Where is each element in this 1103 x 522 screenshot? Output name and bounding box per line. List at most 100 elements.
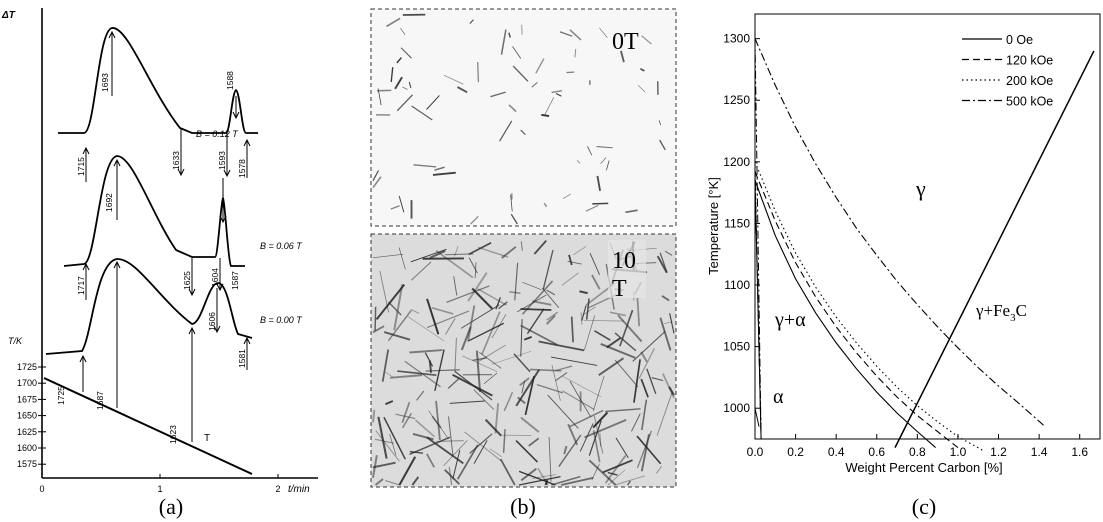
micrograph-needle bbox=[583, 315, 596, 351]
micrograph-needle bbox=[562, 376, 602, 398]
panel-c-y-tick-label: 1100 bbox=[724, 278, 750, 292]
micrograph-needle bbox=[599, 432, 601, 447]
micrograph-needle bbox=[447, 377, 460, 389]
panel-label-c: (c) bbox=[912, 494, 936, 519]
micrograph-0t-label: 0T bbox=[612, 29, 639, 55]
micrograph-needle bbox=[468, 242, 492, 256]
micrograph-needle bbox=[389, 433, 397, 456]
legend-label: 120 kOe bbox=[1006, 54, 1053, 68]
micrograph-needle bbox=[387, 310, 412, 342]
micrograph-needle bbox=[520, 467, 537, 482]
micrograph-needle bbox=[651, 377, 664, 381]
panel-a-marker-label: 1725 bbox=[56, 386, 66, 405]
micrograph-needle bbox=[668, 386, 675, 396]
micrograph-needle bbox=[375, 283, 406, 320]
micrograph-needle bbox=[523, 336, 533, 341]
micrograph-needle bbox=[576, 160, 581, 164]
micrograph-needle bbox=[509, 290, 521, 294]
micrograph-needle bbox=[543, 202, 548, 208]
panel-a-marker-arrow bbox=[79, 354, 87, 363]
micrograph-needle bbox=[489, 448, 502, 458]
micrograph-needle bbox=[579, 290, 588, 295]
micrograph-needle bbox=[561, 476, 594, 486]
panel-c-phase-diagram: Temperature [°K] Weight Percent Carbon [… bbox=[706, 13, 1101, 475]
panel-a-marker-label: 1606 bbox=[207, 312, 217, 331]
micrograph-needle bbox=[400, 27, 406, 35]
micrograph-needle bbox=[581, 305, 587, 321]
micrograph-needle bbox=[409, 436, 451, 456]
micrograph-needle bbox=[389, 374, 423, 379]
micrograph-needle bbox=[377, 416, 388, 459]
panel-c-x-tick-label: 0.4 bbox=[828, 445, 845, 459]
micrograph-needle bbox=[614, 332, 637, 352]
panel-a-marker-label: 1687 bbox=[95, 391, 105, 410]
panel-a-marker-arrow bbox=[113, 260, 121, 269]
micrograph-needle bbox=[596, 175, 601, 191]
alpha-region-pointer bbox=[754, 408, 760, 427]
micrograph-needle bbox=[546, 311, 559, 321]
micrograph-needle bbox=[520, 319, 523, 357]
micrograph-needle bbox=[372, 461, 396, 469]
panel-a-temp-axis-label: T/K bbox=[8, 336, 23, 346]
micrograph-needle bbox=[551, 90, 563, 94]
panel-a-x-ticks: 0 1 2 bbox=[39, 474, 281, 494]
micrograph-needle bbox=[387, 301, 402, 316]
micrograph-needle bbox=[562, 390, 595, 411]
micrograph-needle bbox=[512, 65, 529, 82]
micrograph-needle bbox=[636, 297, 641, 327]
micrograph-needle bbox=[510, 194, 513, 212]
region-label-gamma: γ bbox=[915, 176, 926, 201]
micrograph-needle bbox=[429, 250, 446, 259]
micrograph-needle bbox=[372, 176, 382, 189]
micrograph-needle bbox=[445, 253, 474, 256]
micrograph-needle bbox=[435, 400, 441, 441]
micrograph-needle bbox=[472, 357, 487, 362]
a3-boundary-dotted bbox=[754, 161, 762, 440]
micrograph-needle bbox=[592, 375, 605, 412]
panel-a-marker-label: 1717 bbox=[76, 276, 86, 295]
micrograph-needle bbox=[431, 307, 454, 315]
micrograph-needle bbox=[547, 394, 579, 429]
field-label-b006: B = 0.06 T bbox=[260, 241, 303, 251]
micrograph-needle bbox=[453, 276, 458, 296]
micrograph-needle bbox=[558, 434, 582, 467]
panel-c-y-tick-label: 1050 bbox=[723, 340, 750, 354]
micrograph-needle bbox=[372, 325, 385, 334]
micrograph-needle bbox=[426, 436, 464, 465]
micrograph-needle bbox=[519, 377, 530, 387]
micrograph-needle bbox=[414, 419, 436, 438]
micrograph-needle bbox=[490, 91, 506, 98]
micrograph-needle bbox=[374, 438, 394, 444]
dta-curve-b006 bbox=[63, 155, 245, 267]
micrograph-needle bbox=[372, 170, 379, 181]
micrograph-needle bbox=[587, 146, 593, 156]
micrograph-needle bbox=[462, 355, 498, 373]
micrograph-needle bbox=[460, 304, 500, 329]
panel-a-marker-label: 1715 bbox=[76, 157, 86, 176]
micrograph-needle bbox=[551, 475, 581, 486]
micrograph-needle bbox=[398, 195, 405, 213]
micrograph-needle bbox=[640, 68, 645, 72]
micrograph-needle bbox=[383, 416, 406, 460]
micrograph-needle bbox=[567, 260, 582, 265]
micrograph-needle bbox=[473, 440, 488, 464]
micrograph-needle bbox=[432, 171, 456, 176]
micrograph-needle bbox=[533, 240, 547, 255]
micrograph-needle bbox=[579, 423, 594, 452]
panel-c-y-axis-label: Temperature [°K] bbox=[706, 177, 721, 275]
micrograph-needle bbox=[633, 359, 641, 403]
micrograph-needle bbox=[397, 370, 437, 376]
panel-a-marker-arrow bbox=[213, 325, 221, 334]
micrograph-needle bbox=[568, 254, 573, 266]
micrograph-10t-label-bg bbox=[608, 240, 646, 298]
micrograph-needle bbox=[491, 350, 532, 365]
micrograph-needle bbox=[426, 453, 435, 468]
micrograph-needle bbox=[454, 337, 457, 373]
micrograph-needle bbox=[381, 349, 390, 382]
micrograph-needle bbox=[607, 471, 618, 476]
panel-a-marker-arrow bbox=[108, 30, 116, 39]
micrograph-needle bbox=[478, 351, 502, 369]
micrograph-needle bbox=[426, 310, 470, 329]
panel-a-marker-label: 1578 bbox=[237, 159, 247, 178]
field-label-b012: B = 0.12 T bbox=[196, 129, 239, 139]
